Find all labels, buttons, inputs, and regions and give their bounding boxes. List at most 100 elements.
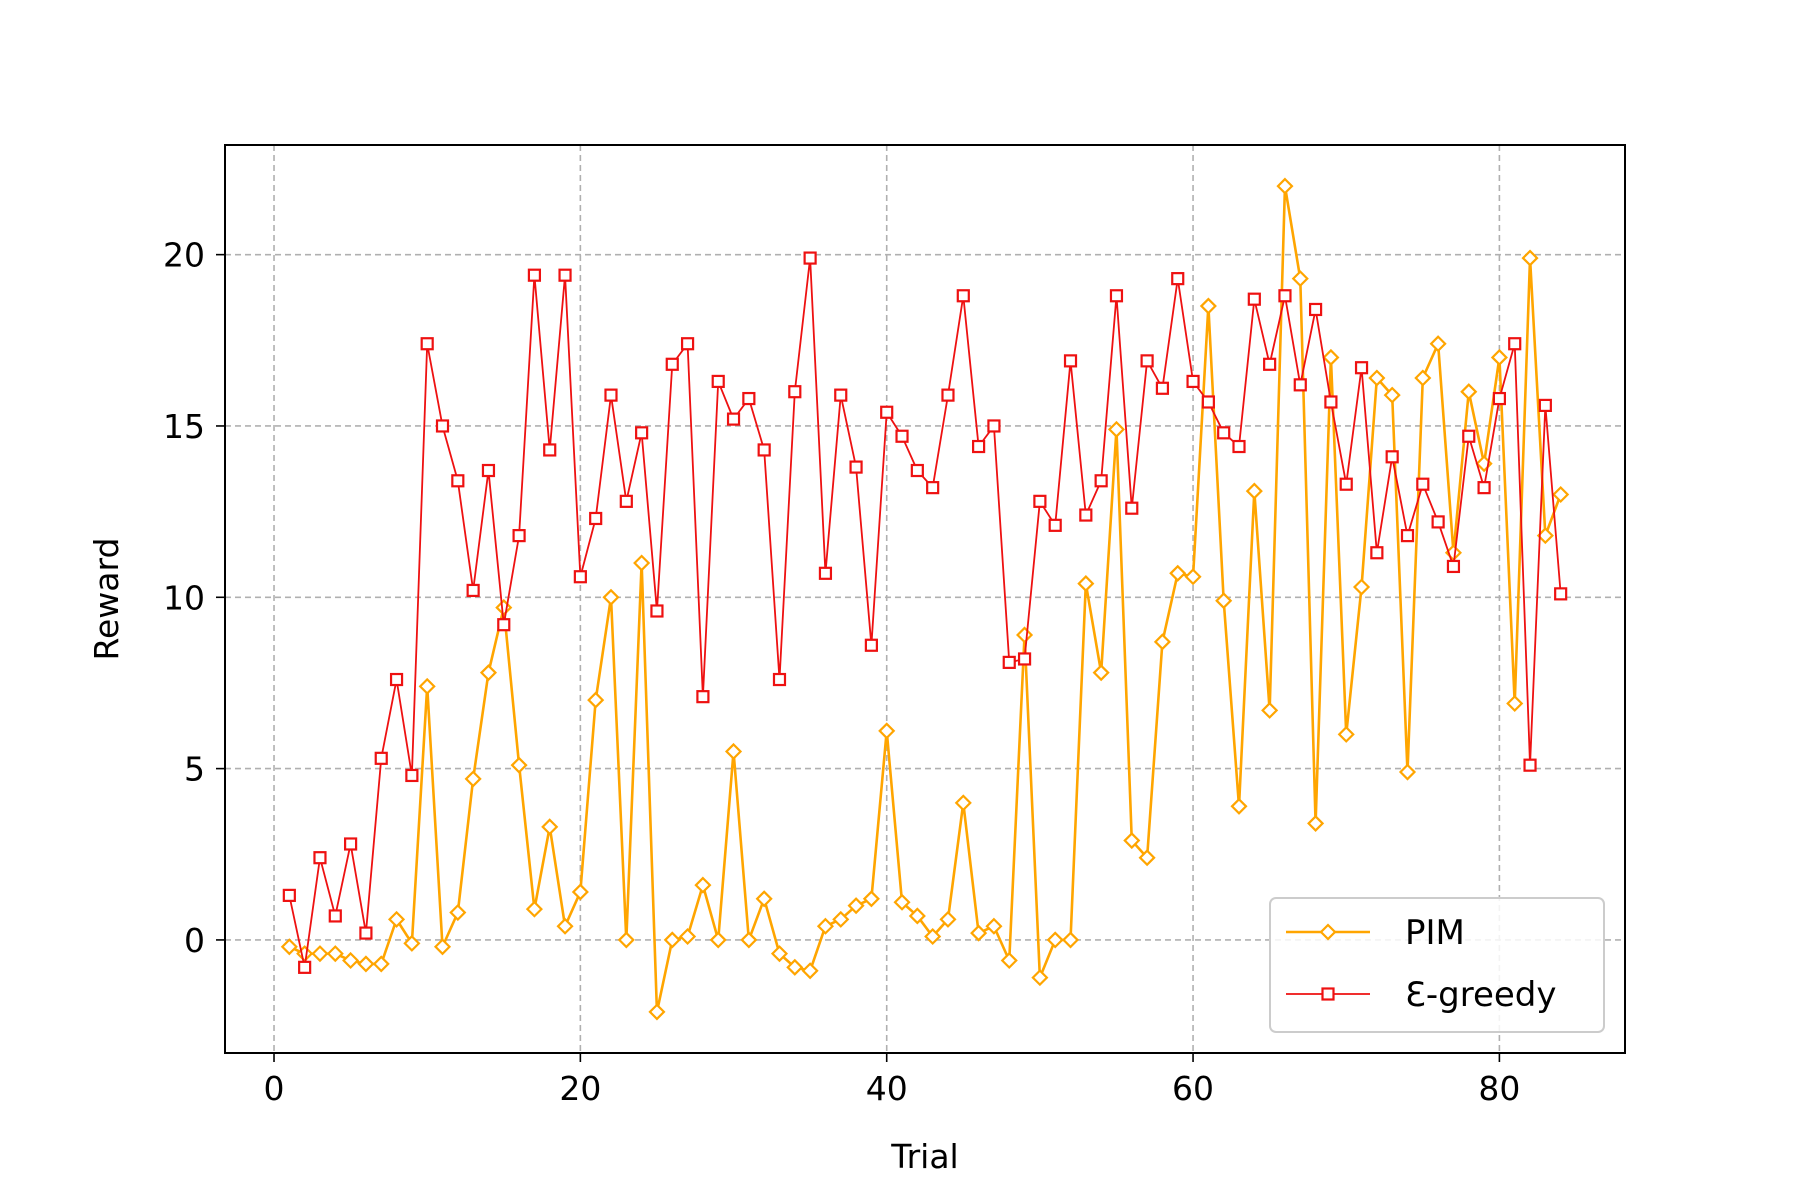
data-point-epsilon-greedy (1385, 450, 1399, 464)
data-point-pim (954, 794, 972, 812)
data-point-pim (1398, 763, 1417, 781)
data-point-pim (372, 955, 390, 973)
data-point-epsilon-greedy (680, 337, 695, 351)
data-point-epsilon-greedy (405, 768, 419, 783)
y-tick-label: 10 (163, 578, 205, 617)
data-point-epsilon-greedy (1155, 381, 1170, 395)
data-point-epsilon-greedy (864, 638, 878, 652)
data-point-epsilon-greedy (1523, 758, 1537, 772)
data-point-pim (694, 876, 712, 894)
data-point-pim (801, 962, 819, 980)
data-point-epsilon-greedy (604, 388, 618, 402)
data-point-epsilon-greedy (1140, 354, 1154, 368)
data-point-epsilon-greedy (1538, 398, 1552, 413)
data-point-pim (357, 955, 375, 973)
data-point-epsilon-greedy (788, 385, 802, 399)
data-point-epsilon-greedy (650, 604, 664, 618)
data-point-epsilon-greedy (451, 474, 465, 488)
data-point-epsilon-greedy (1446, 559, 1461, 574)
legend-item-pim: PIM (1286, 913, 1465, 953)
data-point-epsilon-greedy (1339, 477, 1353, 491)
data-point-pim (1184, 568, 1202, 586)
data-point-pim (908, 907, 926, 925)
data-point-pim (924, 927, 942, 946)
data-point-epsilon-greedy (1125, 501, 1139, 515)
y-tick-label: 15 (163, 407, 205, 446)
data-point-epsilon-greedy (1033, 494, 1047, 508)
data-point-epsilon-greedy (1048, 518, 1062, 532)
data-point-pim (525, 900, 543, 918)
grid (225, 145, 1625, 1053)
data-point-pim (571, 883, 589, 901)
data-point-epsilon-greedy (1492, 391, 1506, 406)
data-point-pim (433, 938, 452, 956)
data-point-pim (1490, 348, 1508, 366)
data-point-pim (939, 910, 957, 928)
data-point-epsilon-greedy (834, 388, 848, 402)
data-point-epsilon-greedy (1400, 529, 1415, 543)
data-point-pim (1352, 578, 1371, 596)
data-point-pim (847, 897, 865, 915)
data-point-pim (1107, 420, 1126, 438)
data-point-pim (1261, 701, 1279, 719)
y-tick-label: 5 (184, 750, 205, 789)
data-point-epsilon-greedy (1508, 337, 1522, 351)
data-point-epsilon-greedy (1370, 546, 1384, 560)
data-point-epsilon-greedy (1308, 302, 1323, 317)
data-point-epsilon-greedy (1354, 361, 1369, 375)
data-point-pim (709, 931, 727, 949)
data-point-pim (1552, 485, 1570, 504)
data-point-pim (1276, 177, 1294, 195)
data-point-pim (418, 677, 436, 695)
data-point-epsilon-greedy (1247, 292, 1261, 306)
data-point-epsilon-greedy (1293, 378, 1307, 392)
data-point-epsilon-greedy (742, 391, 756, 406)
data-point-pim (1000, 951, 1018, 970)
data-point-epsilon-greedy (1278, 289, 1292, 303)
data-point-pim (602, 588, 620, 606)
series-layer (280, 177, 1570, 1021)
data-point-epsilon-greedy (849, 460, 863, 474)
data-point-epsilon-greedy (910, 463, 924, 478)
data-point-pim (1123, 832, 1141, 850)
x-tick-label: 20 (559, 1069, 601, 1108)
legend-label-pim: PIM (1405, 913, 1465, 953)
data-point-pim (893, 893, 911, 911)
data-point-epsilon-greedy (818, 566, 833, 580)
data-point-pim (1215, 592, 1233, 610)
data-point-epsilon-greedy (527, 268, 542, 282)
data-point-pim (1429, 335, 1447, 353)
data-point-epsilon-greedy (389, 672, 404, 687)
data-point-epsilon-greedy (926, 481, 940, 495)
data-point-epsilon-greedy (1324, 395, 1338, 409)
data-point-pim (1199, 297, 1217, 315)
data-point-pim (326, 945, 344, 963)
data-point-epsilon-greedy (1186, 374, 1200, 389)
data-point-epsilon-greedy (972, 439, 986, 454)
x-tick-label: 80 (1478, 1069, 1520, 1108)
data-point-pim (541, 818, 559, 836)
data-point-pim (464, 770, 482, 788)
data-point-epsilon-greedy (772, 672, 787, 687)
data-point-pim (1169, 564, 1187, 582)
data-point-pim (587, 691, 605, 709)
x-axis-label: Trial (890, 1137, 958, 1176)
data-point-pim (342, 951, 360, 970)
data-point-epsilon-greedy (665, 357, 679, 371)
data-point-epsilon-greedy (635, 426, 649, 440)
data-point-epsilon-greedy (497, 618, 511, 632)
data-point-pim (1460, 383, 1478, 401)
data-point-pim (403, 934, 421, 952)
data-point-pim (311, 945, 329, 963)
data-point-pim (1383, 386, 1401, 404)
data-point-epsilon-greedy (1017, 652, 1032, 666)
x-tick-label: 40 (866, 1069, 908, 1108)
data-point-epsilon-greedy (1416, 477, 1430, 491)
data-point-pim (280, 938, 298, 956)
data-point-pim (633, 554, 651, 572)
data-point-epsilon-greedy (1171, 272, 1185, 286)
data-point-pim (1153, 633, 1171, 651)
data-point-epsilon-greedy (696, 690, 710, 704)
data-point-epsilon-greedy (328, 909, 342, 923)
